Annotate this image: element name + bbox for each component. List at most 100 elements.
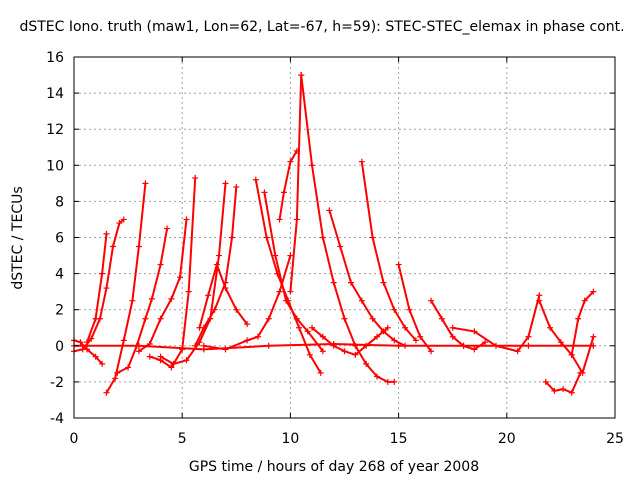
data-point bbox=[384, 324, 391, 331]
y-tick-label: 10 bbox=[46, 158, 64, 174]
grid bbox=[74, 57, 615, 418]
arc-trace bbox=[289, 75, 303, 292]
data-point bbox=[369, 234, 376, 241]
data-point bbox=[471, 346, 478, 353]
data-point bbox=[406, 306, 413, 313]
data-series-arc bbox=[114, 225, 171, 376]
arc-trace bbox=[138, 219, 188, 353]
data-point bbox=[222, 285, 229, 292]
data-point bbox=[402, 324, 409, 331]
data-point bbox=[369, 315, 376, 322]
data-point bbox=[263, 234, 270, 241]
data-point bbox=[317, 369, 324, 376]
y-tick-label: 8 bbox=[55, 194, 64, 210]
arc-trace bbox=[149, 177, 197, 369]
data-point bbox=[568, 389, 575, 396]
data-point bbox=[99, 360, 106, 367]
data-series-arc bbox=[428, 297, 489, 353]
x-tick-label: 25 bbox=[606, 431, 624, 447]
data-point bbox=[391, 337, 398, 344]
data-series-arc bbox=[298, 72, 398, 385]
data-point bbox=[148, 295, 155, 302]
arc-trace bbox=[278, 150, 298, 220]
data-point bbox=[590, 288, 597, 295]
data-point bbox=[196, 324, 203, 331]
data-point bbox=[412, 337, 419, 344]
data-point bbox=[341, 315, 348, 322]
data-point bbox=[183, 357, 190, 364]
data-point bbox=[293, 216, 300, 223]
data-point bbox=[265, 342, 272, 349]
data-point bbox=[120, 216, 127, 223]
arc-trace bbox=[452, 295, 541, 353]
data-point bbox=[79, 346, 86, 353]
data-point bbox=[120, 337, 127, 344]
data-point bbox=[525, 342, 532, 349]
data-series-arc bbox=[83, 230, 110, 346]
data-point bbox=[92, 315, 99, 322]
y-tick-label: -4 bbox=[50, 411, 64, 427]
arc-trace bbox=[73, 218, 125, 353]
data-point bbox=[135, 348, 142, 355]
data-point bbox=[222, 180, 229, 187]
data-point bbox=[261, 189, 268, 196]
data-series-arc bbox=[395, 261, 435, 355]
data-point bbox=[373, 333, 380, 340]
x-tick-label: 5 bbox=[178, 431, 187, 447]
data-series-arc bbox=[200, 252, 294, 353]
data-series-arc bbox=[326, 207, 409, 349]
data-point bbox=[92, 353, 99, 360]
data-point bbox=[395, 261, 402, 268]
data-point bbox=[391, 378, 398, 385]
data-point bbox=[581, 297, 588, 304]
data-point bbox=[590, 342, 597, 349]
data-point bbox=[99, 270, 106, 277]
data-point bbox=[309, 324, 316, 331]
data-point bbox=[276, 216, 283, 223]
data-point bbox=[560, 386, 567, 393]
data-point bbox=[233, 183, 240, 190]
data-point bbox=[125, 364, 132, 371]
data-point bbox=[205, 292, 212, 299]
data-point bbox=[228, 234, 235, 241]
data-point bbox=[177, 274, 184, 281]
data-point bbox=[252, 176, 259, 183]
data-point bbox=[536, 297, 543, 304]
data-point bbox=[358, 297, 365, 304]
data-point bbox=[575, 315, 582, 322]
data-point bbox=[373, 373, 380, 380]
data-point bbox=[482, 339, 489, 346]
data-series-arc bbox=[71, 216, 127, 355]
data-point bbox=[244, 321, 251, 328]
data-point bbox=[352, 351, 359, 358]
x-tick-label: 10 bbox=[281, 431, 299, 447]
data-point bbox=[157, 353, 164, 360]
data-point bbox=[114, 369, 121, 376]
data-point bbox=[557, 339, 564, 346]
data-point bbox=[341, 348, 348, 355]
data-point bbox=[157, 315, 164, 322]
data-point bbox=[135, 243, 142, 250]
data-point bbox=[168, 364, 175, 371]
data-point bbox=[309, 162, 316, 169]
data-point bbox=[319, 348, 326, 355]
data-series-arc bbox=[358, 158, 419, 344]
data-point bbox=[109, 243, 116, 250]
x-tick-label: 0 bbox=[70, 431, 79, 447]
data-point bbox=[112, 375, 119, 382]
data-series-arc bbox=[568, 288, 597, 358]
y-tick-label: 2 bbox=[55, 303, 64, 319]
y-axis: -4 -2 0 2 4 6 8 10 12 14 16 bbox=[46, 50, 615, 427]
data-point bbox=[525, 333, 532, 340]
data-point bbox=[449, 324, 456, 331]
x-axis-label: GPS time / hours of day 268 of year 2008 bbox=[189, 459, 479, 475]
data-point bbox=[449, 333, 456, 340]
x-axis: 0 5 10 15 20 25 bbox=[70, 57, 624, 447]
arc-trace bbox=[194, 186, 238, 347]
data-point bbox=[298, 72, 305, 79]
data-point bbox=[551, 387, 558, 394]
data-point bbox=[142, 315, 149, 322]
x-tick-label: 15 bbox=[390, 431, 408, 447]
data-point bbox=[358, 158, 365, 165]
data-point bbox=[306, 351, 313, 358]
